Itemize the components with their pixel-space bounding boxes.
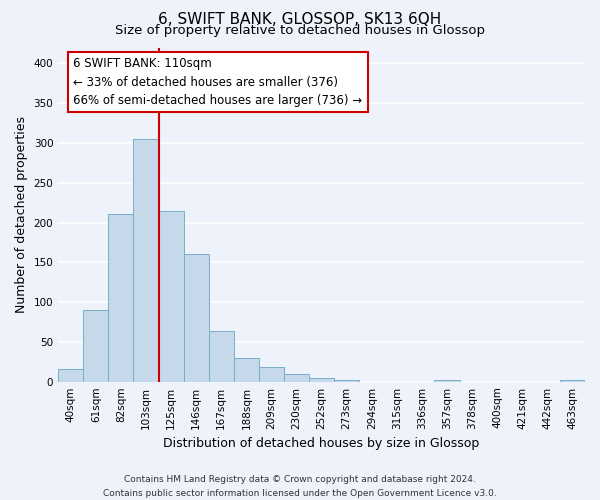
Bar bbox=[158, 210, 184, 382]
Text: Contains HM Land Registry data © Crown copyright and database right 2024.
Contai: Contains HM Land Registry data © Crown c… bbox=[103, 476, 497, 498]
Bar bbox=[309, 378, 334, 382]
Bar bbox=[184, 254, 209, 382]
Bar bbox=[133, 139, 158, 382]
Y-axis label: Number of detached properties: Number of detached properties bbox=[15, 116, 28, 313]
Bar bbox=[560, 380, 585, 382]
Bar bbox=[284, 374, 309, 382]
Text: Size of property relative to detached houses in Glossop: Size of property relative to detached ho… bbox=[115, 24, 485, 37]
Bar bbox=[209, 331, 234, 382]
X-axis label: Distribution of detached houses by size in Glossop: Distribution of detached houses by size … bbox=[163, 437, 480, 450]
Bar bbox=[234, 358, 259, 382]
Bar bbox=[334, 380, 359, 382]
Bar bbox=[109, 214, 133, 382]
Bar bbox=[259, 366, 284, 382]
Bar bbox=[58, 369, 83, 382]
Bar bbox=[83, 310, 109, 382]
Text: 6, SWIFT BANK, GLOSSOP, SK13 6QH: 6, SWIFT BANK, GLOSSOP, SK13 6QH bbox=[158, 12, 442, 28]
Text: 6 SWIFT BANK: 110sqm
← 33% of detached houses are smaller (376)
66% of semi-deta: 6 SWIFT BANK: 110sqm ← 33% of detached h… bbox=[73, 57, 362, 107]
Bar bbox=[434, 380, 460, 382]
